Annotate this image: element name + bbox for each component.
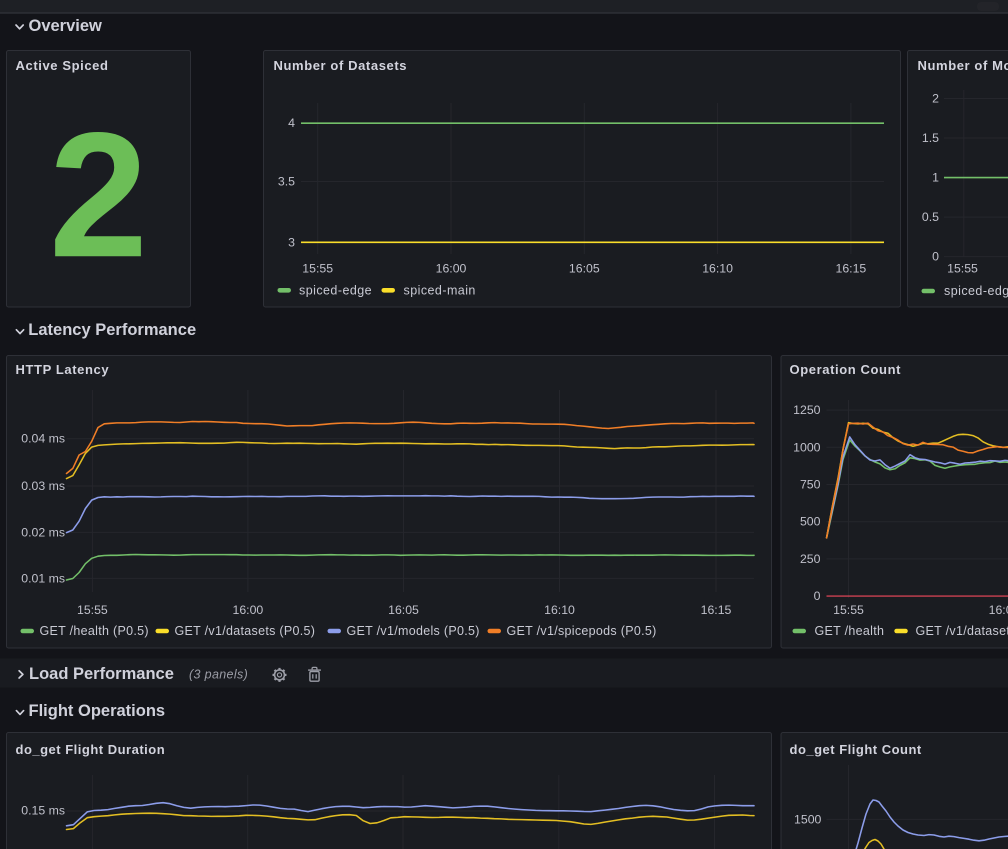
svg-text:Active Spiced: Active Spiced xyxy=(16,58,109,73)
svg-text:15:55: 15:55 xyxy=(302,262,333,276)
svg-text:0: 0 xyxy=(932,250,939,264)
svg-text:750: 750 xyxy=(800,478,821,492)
svg-text:16:10: 16:10 xyxy=(544,603,575,617)
svg-text:16:05: 16:05 xyxy=(388,603,419,617)
svg-text:0.15 ms: 0.15 ms xyxy=(21,804,65,818)
svg-text:GET /v1/spicepods (P0.5): GET /v1/spicepods (P0.5) xyxy=(507,624,657,638)
svg-text:(3 panels): (3 panels) xyxy=(189,668,248,682)
svg-text:16:15: 16:15 xyxy=(701,603,732,617)
svg-text:spiced-main: spiced-main xyxy=(404,283,476,297)
svg-text:16:00: 16:00 xyxy=(989,603,1008,617)
svg-text:Number of Datasets: Number of Datasets xyxy=(274,58,408,73)
svg-text:2: 2 xyxy=(49,95,148,294)
svg-text:GET /health (P0.5): GET /health (P0.5) xyxy=(40,624,149,638)
svg-text:15:55: 15:55 xyxy=(833,603,864,617)
svg-text:4: 4 xyxy=(288,116,295,130)
svg-text:GET /health: GET /health xyxy=(815,624,885,638)
svg-text:Operation Count: Operation Count xyxy=(790,362,902,377)
svg-text:Load Performance: Load Performance xyxy=(29,665,174,683)
svg-text:15:55: 15:55 xyxy=(77,603,108,617)
svg-text:0.5: 0.5 xyxy=(922,210,939,224)
svg-text:0.01 ms: 0.01 ms xyxy=(21,571,65,585)
svg-text:15:55: 15:55 xyxy=(947,262,978,276)
svg-text:3.5: 3.5 xyxy=(278,175,295,189)
svg-text:1250: 1250 xyxy=(793,403,821,417)
svg-text:0: 0 xyxy=(814,589,821,603)
svg-text:16:00: 16:00 xyxy=(233,603,264,617)
svg-text:1: 1 xyxy=(932,171,939,185)
svg-text:Latency Performance: Latency Performance xyxy=(28,321,196,339)
svg-text:HTTP Latency: HTTP Latency xyxy=(16,362,110,377)
svg-text:GET /v1/datasets: GET /v1/datasets xyxy=(916,624,1008,638)
svg-text:1.5: 1.5 xyxy=(922,131,939,145)
svg-text:spiced-edge: spiced-edge xyxy=(944,284,1008,298)
svg-text:2: 2 xyxy=(932,92,939,106)
svg-text:16:10: 16:10 xyxy=(702,262,733,276)
svg-text:Overview: Overview xyxy=(29,17,103,35)
svg-text:spiced-edge: spiced-edge xyxy=(299,283,372,297)
svg-text:do_get Flight Count: do_get Flight Count xyxy=(790,742,922,757)
svg-text:GET /v1/datasets (P0.5): GET /v1/datasets (P0.5) xyxy=(175,624,316,638)
svg-text:500: 500 xyxy=(800,515,821,529)
svg-text:16:05: 16:05 xyxy=(569,262,600,276)
svg-text:250: 250 xyxy=(800,552,821,566)
svg-text:Flight Operations: Flight Operations xyxy=(29,702,166,720)
svg-text:0.02 ms: 0.02 ms xyxy=(21,525,65,539)
svg-text:16:15: 16:15 xyxy=(836,262,867,276)
svg-text:1000: 1000 xyxy=(793,440,821,454)
svg-text:0.03 ms: 0.03 ms xyxy=(21,479,65,493)
svg-text:GET /v1/models (P0.5): GET /v1/models (P0.5) xyxy=(347,624,480,638)
svg-text:16:00: 16:00 xyxy=(436,262,467,276)
svg-text:0.04 ms: 0.04 ms xyxy=(21,432,65,446)
svg-text:3: 3 xyxy=(288,235,295,249)
svg-text:1500: 1500 xyxy=(794,812,822,826)
svg-text:do_get Flight Duration: do_get Flight Duration xyxy=(16,742,166,757)
svg-text:Number of Models: Number of Models xyxy=(918,58,1008,73)
